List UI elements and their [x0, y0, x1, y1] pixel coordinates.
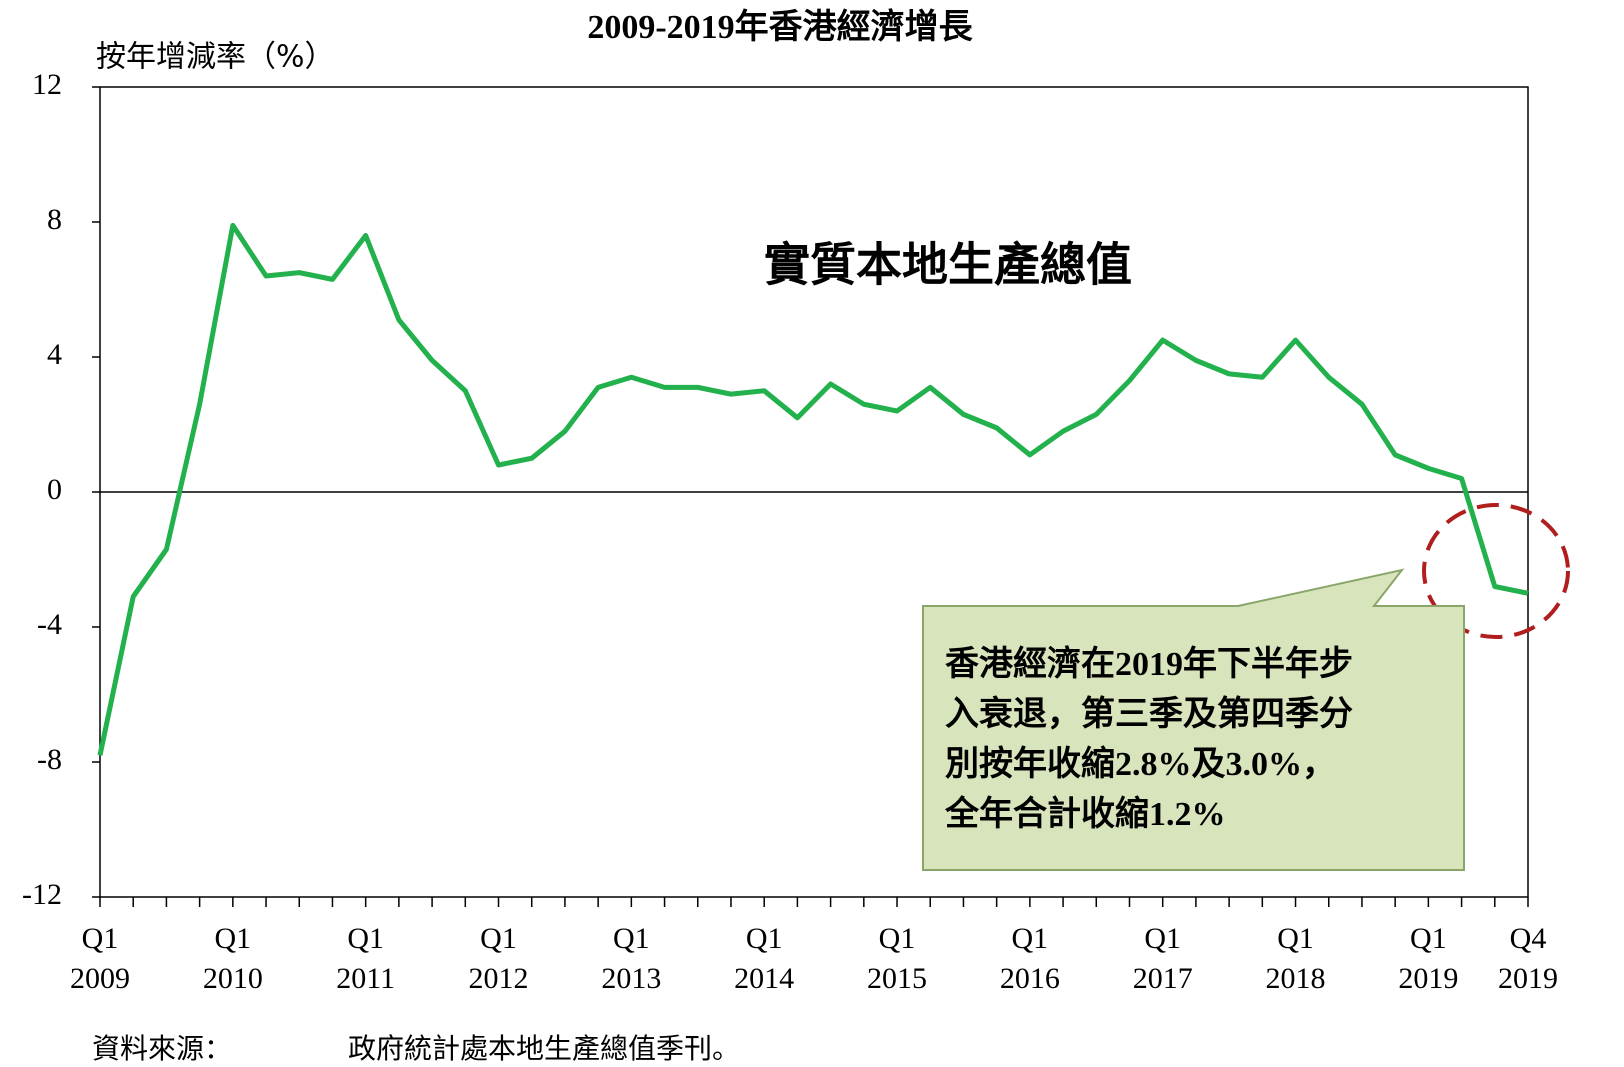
y-tick-label: 8: [47, 203, 62, 236]
y-tick-label: 4: [47, 338, 62, 371]
x-tick-label: Q1 2018: [1266, 922, 1326, 995]
x-tick-label: Q1 2012: [469, 922, 529, 995]
x-tick-label: Q1 2010: [203, 922, 263, 995]
y-tick-label: -4: [37, 608, 62, 641]
y-tick-label: 0: [47, 473, 62, 506]
y-axis-label: 按年增減率（%）: [96, 40, 335, 75]
x-tick-label: Q1 2013: [601, 922, 661, 995]
source-label: 資料來源：: [92, 1032, 232, 1065]
callout-text: 全年合計收縮1.2%: [944, 794, 1226, 833]
y-tick-label: -8: [37, 743, 62, 776]
x-tick-label: Q4 2019: [1498, 922, 1558, 995]
data-line: [97, 222, 1529, 756]
y-tick-label: 12: [32, 68, 62, 101]
callout-text: 別按年收縮2.8%及3.0%，: [945, 744, 1336, 783]
callout-text: 香港經濟在2019年下半年步: [945, 644, 1353, 683]
y-tick-label: -12: [22, 878, 62, 911]
x-tick-label: Q1 2015: [867, 922, 927, 995]
series-label: 實質本地生產總值: [764, 238, 1132, 292]
callout-box: [922, 568, 1465, 871]
x-tick-label: Q1 2014: [734, 922, 794, 995]
callout-text: 入衰退，第三季及第四季分: [945, 695, 1353, 733]
marks: -12 -8 -4 0 4 8 12 Q1 2009 Q1 2010 Q1 2011 Q1 2012 Q1 20…: [22, 68, 1558, 995]
x-tick-label: Q1 2016: [1000, 922, 1060, 995]
source-text: 政府統計處本地生產總值季刊。: [348, 1032, 740, 1065]
x-tick-label: Q1 2009: [70, 922, 130, 995]
x-tick-label: Q1 2019: [1398, 922, 1458, 995]
chart-title: 2009-2019年香港經濟增長: [587, 7, 973, 46]
highlight-circle: [1422, 503, 1570, 639]
x-tick-label: Q1 2017: [1133, 922, 1193, 995]
x-tick-label: Q1 2011: [336, 922, 395, 995]
